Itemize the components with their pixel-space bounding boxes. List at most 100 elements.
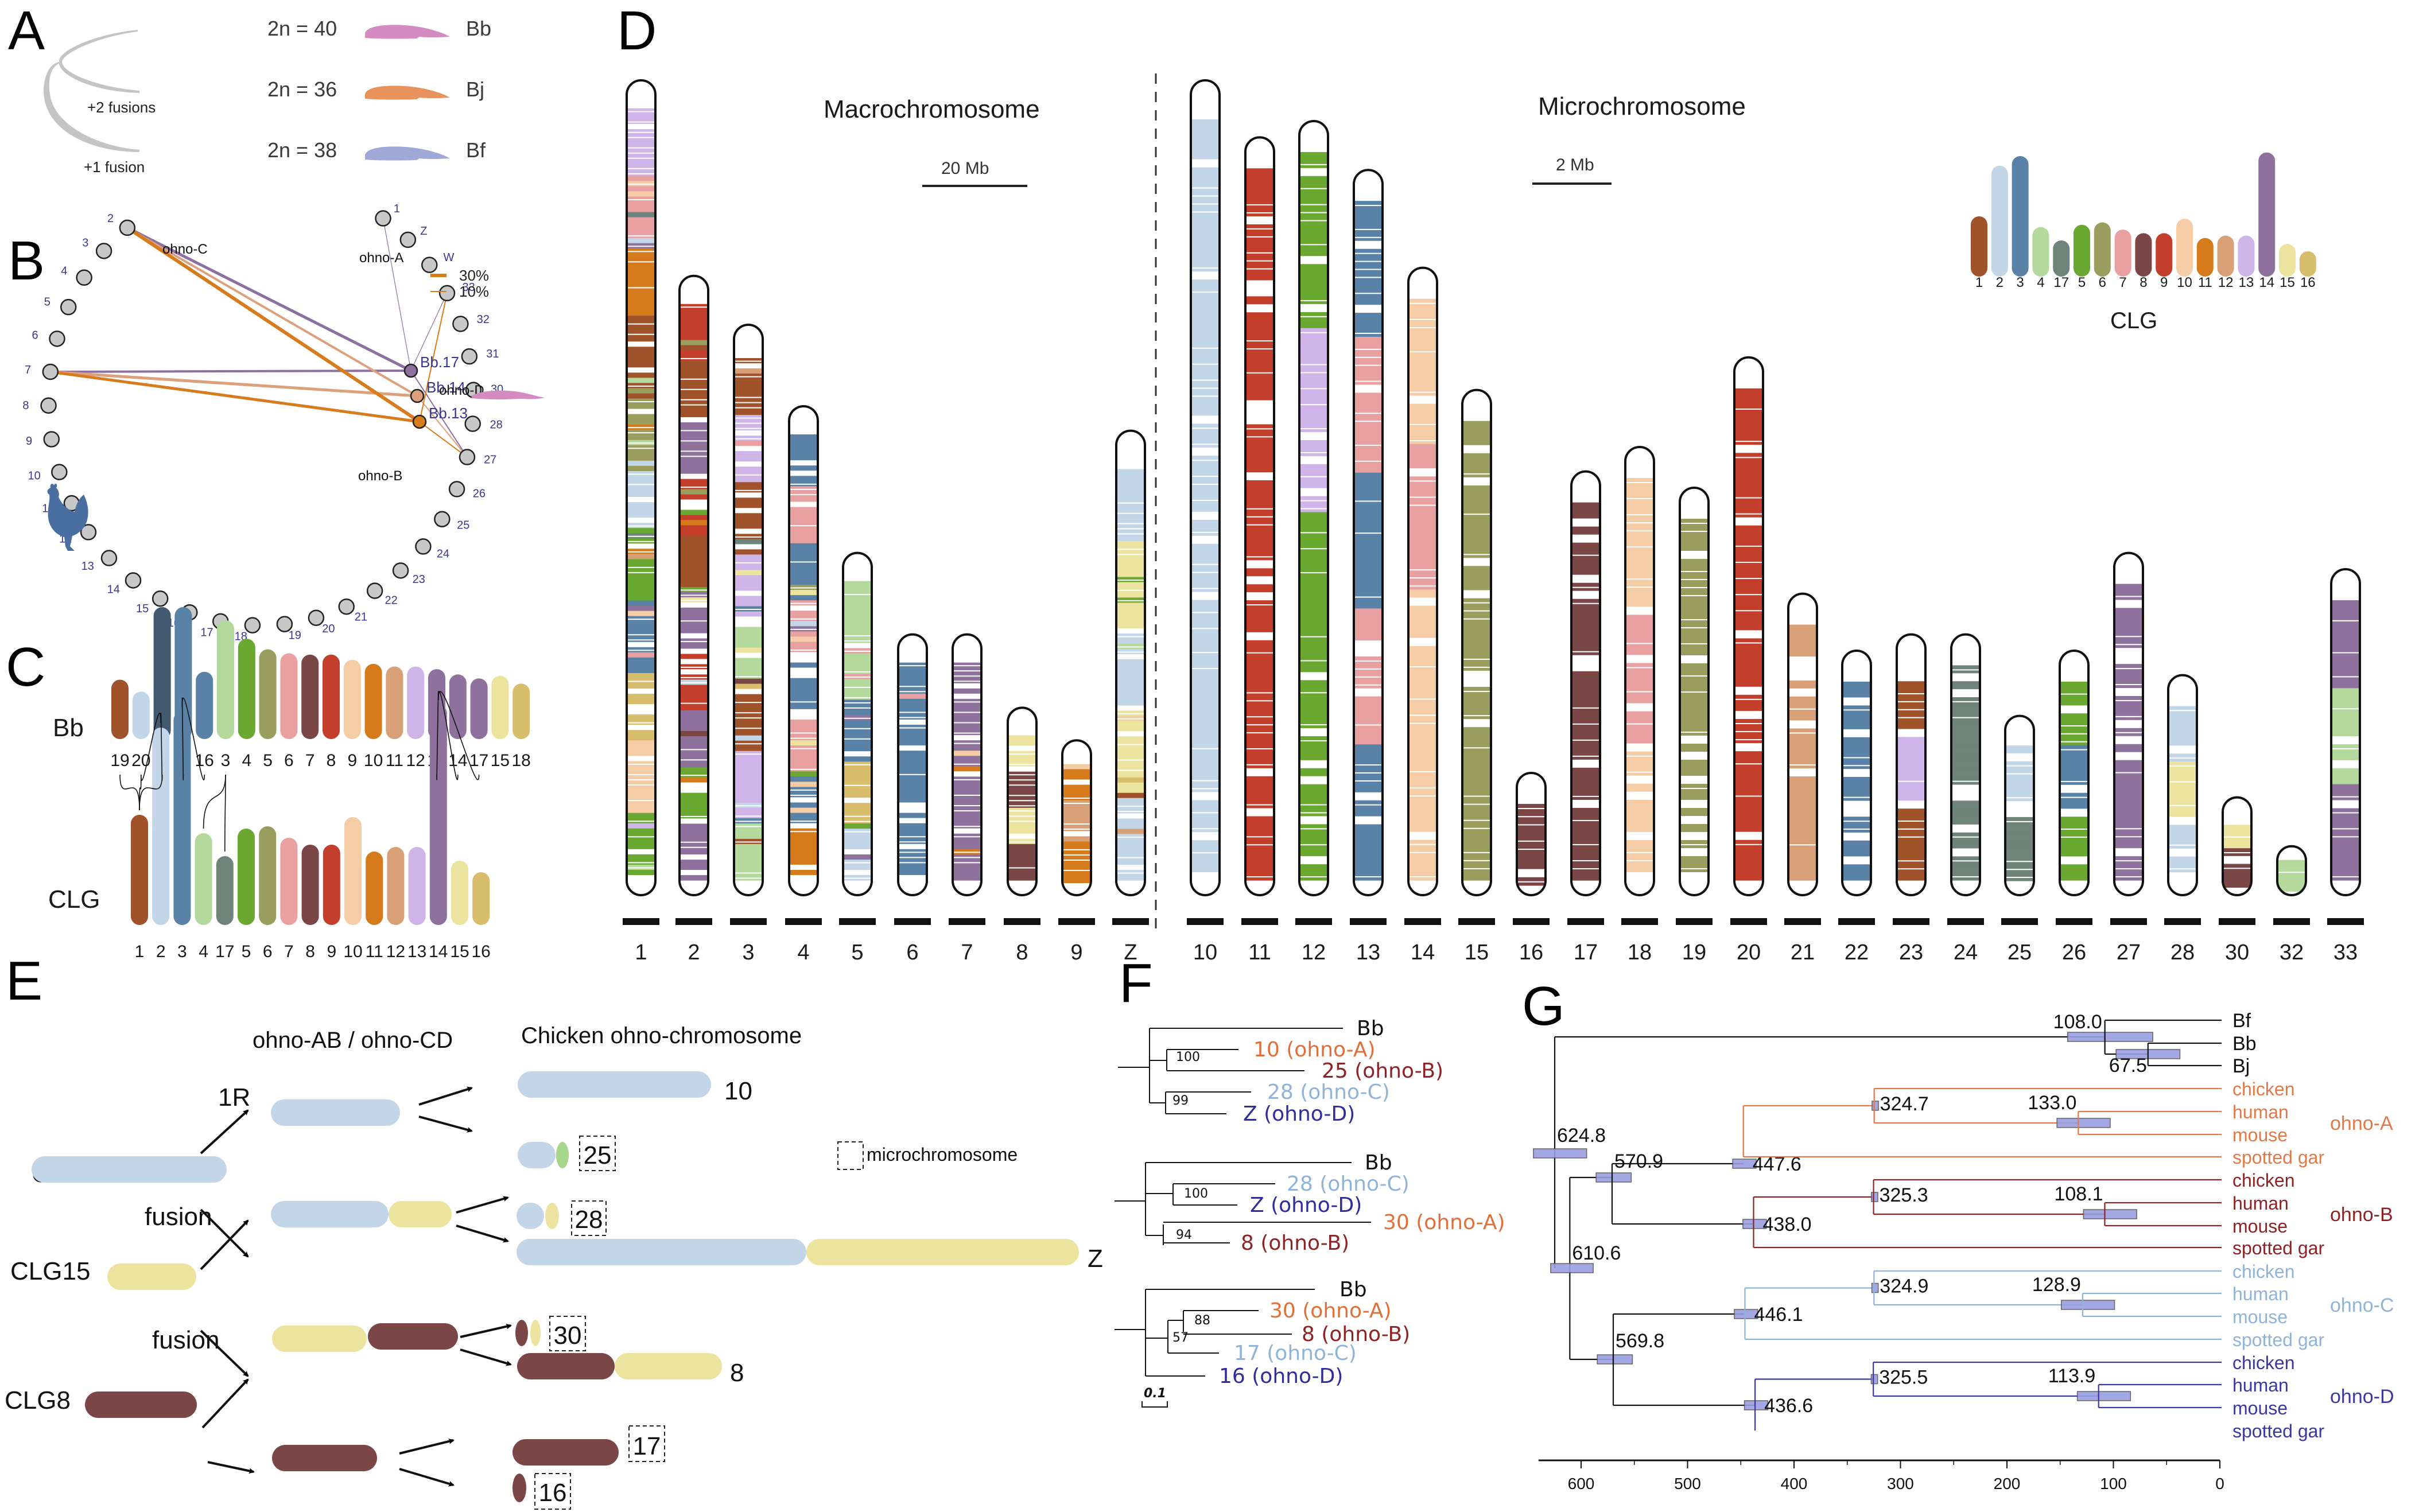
band-gap	[1245, 508, 1274, 510]
clg-band	[1116, 495, 1145, 500]
clg-legend-label: 16	[2300, 275, 2316, 290]
node-age-label: 324.9	[1880, 1276, 1928, 1297]
bb-chromosome-bar	[196, 671, 213, 739]
clg-band	[680, 741, 708, 747]
clg-band	[1245, 656, 1274, 665]
clg-band	[1354, 736, 1383, 745]
band-gap	[1245, 700, 1274, 702]
clg-band	[1354, 560, 1383, 569]
band-gap	[1116, 811, 1145, 813]
band-gap	[1625, 852, 1654, 853]
clg-band	[1191, 511, 1220, 520]
clg-band	[2005, 841, 2034, 850]
clg-band	[1788, 848, 1817, 857]
chromosome-bands	[734, 348, 763, 881]
clg-band	[1897, 753, 1925, 761]
clg-bar	[131, 815, 148, 925]
band-gap	[1625, 876, 1654, 877]
band-gap	[627, 499, 655, 501]
band-gap	[898, 841, 927, 843]
chicken-chromosome-node	[415, 538, 432, 555]
chicken-chromosome-node	[459, 449, 476, 465]
clg-band	[1116, 813, 1145, 819]
karyotype-label: 2n = 36	[267, 77, 337, 101]
clg-band	[1299, 712, 1328, 721]
chromosome-scale-marker	[2164, 918, 2201, 925]
clg-band	[680, 751, 708, 757]
clg-band	[734, 575, 763, 581]
band-gap	[627, 867, 655, 869]
clg-band	[2331, 856, 2360, 865]
clg-band	[789, 838, 818, 845]
clg-band	[1625, 590, 1654, 599]
clg-band	[1734, 710, 1763, 720]
clg-band	[627, 621, 655, 627]
annotation-one-fusion: +1 fusion	[84, 158, 145, 176]
clg-band	[789, 869, 818, 876]
chicken-chromosome-label: 31	[486, 348, 499, 360]
chromosome-label: 7	[961, 940, 973, 965]
clg-band	[680, 875, 708, 881]
tip-label: Bb	[1357, 1017, 1384, 1040]
band-gap	[2223, 868, 2251, 869]
clg-band	[734, 549, 763, 555]
band-gap	[1571, 763, 1600, 765]
clg-band	[1116, 489, 1145, 495]
band-gap	[734, 717, 763, 719]
clg-band	[1116, 839, 1145, 845]
clg-band	[789, 719, 818, 725]
chromosome-label: 33	[2333, 940, 2358, 965]
clg-band	[1571, 574, 1600, 584]
band-gap	[1788, 708, 1817, 710]
clg-band	[680, 834, 708, 839]
clg-band	[734, 518, 763, 524]
clg-band	[627, 450, 655, 456]
clg-band	[1354, 216, 1383, 226]
chromosome-micro: 17	[1567, 470, 1604, 965]
clg-band	[1462, 622, 1491, 631]
clg-band	[843, 854, 872, 860]
panel-b-circos: 1ZW3332313028272625242322212019181716151…	[22, 203, 545, 643]
band-gap	[1299, 364, 1328, 366]
band-gap	[2114, 604, 2143, 605]
clg-band	[1191, 367, 1220, 376]
clg-band	[898, 787, 927, 793]
clg-legend-bar	[2279, 244, 2296, 277]
clg-band	[1191, 399, 1220, 409]
clg-bar	[429, 705, 447, 925]
clg-legend-label: 10	[2177, 275, 2192, 290]
band-gap	[1788, 668, 1817, 670]
clg-band	[1625, 558, 1654, 567]
band-gap	[627, 131, 655, 133]
band-gap	[1299, 692, 1328, 694]
clg-band	[1842, 777, 1871, 786]
band-gap	[789, 831, 818, 833]
clg-band	[1008, 756, 1036, 762]
clg-band	[2005, 777, 2034, 786]
clg-band	[1191, 712, 1220, 721]
band-gap	[1116, 713, 1145, 714]
clg-band	[1734, 380, 1763, 389]
clg-band	[680, 391, 708, 397]
clg-band	[1625, 799, 1654, 809]
clg-band	[1408, 524, 1437, 534]
band-gap	[1299, 724, 1328, 726]
band-gap	[1408, 642, 1437, 643]
clg-band	[627, 455, 655, 461]
clg-band	[680, 561, 708, 567]
band-gap	[2331, 812, 2360, 814]
clg-band	[680, 515, 708, 520]
band-gap	[1734, 690, 1763, 692]
clg-band	[1299, 584, 1328, 593]
clg-band	[1680, 607, 1709, 616]
chromosome-macro: 7	[949, 633, 985, 965]
clg-band	[734, 828, 763, 834]
band-gap	[1408, 835, 1437, 837]
band-gap	[680, 682, 708, 683]
chicken-chromosome-node	[392, 562, 409, 579]
clg-band	[1116, 752, 1145, 757]
band-gap	[2114, 716, 2143, 717]
clg-band	[1245, 496, 1274, 505]
clg-band	[1008, 735, 1036, 741]
band-gap	[2114, 644, 2143, 646]
